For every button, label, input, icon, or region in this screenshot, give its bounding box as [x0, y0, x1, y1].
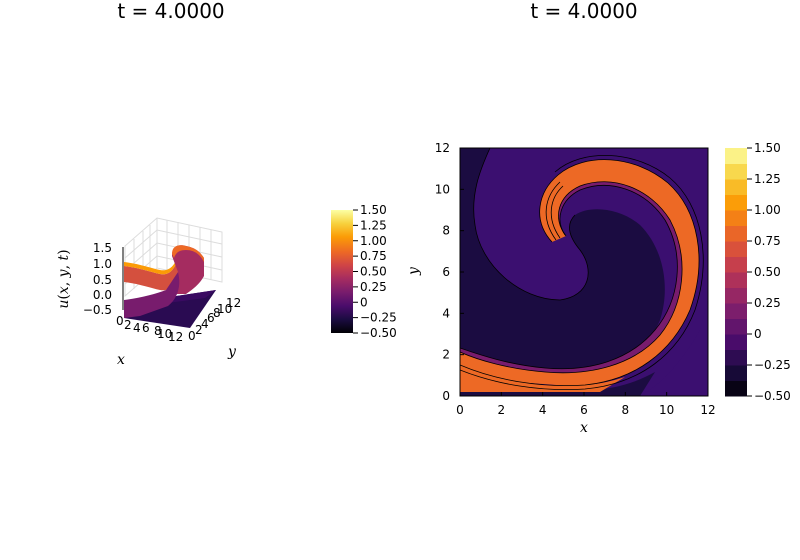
colorbar-tick-label: 1.50 — [360, 203, 387, 217]
surface-x-tick: 8 — [154, 324, 162, 338]
contour-lines — [460, 148, 704, 391]
x-tick-label: 2 — [498, 403, 506, 417]
surface-wall-ring-top — [172, 245, 204, 262]
surface-x-label: x — [117, 352, 125, 368]
y-tick-label: 8 — [442, 224, 450, 238]
surface-y-label: y — [227, 344, 237, 360]
colorbar-band — [725, 194, 747, 211]
surface-title: t = 4.0000 — [117, 0, 224, 23]
surface-x-tick: 12 — [168, 330, 183, 344]
surface-wall-side — [124, 272, 180, 318]
surface-panel: t = 4.0000 1.5 1.0 0.5 0.0 −0.5 u(x, y, … — [56, 0, 397, 368]
colorbar-band — [725, 256, 747, 273]
surface-y-tick: 8 — [213, 306, 221, 320]
colorbar-band — [725, 380, 747, 397]
contour-y-ticks: 0 2 4 6 8 10 12 — [435, 141, 464, 403]
contour-level-low — [460, 148, 665, 376]
surface-colorbar-ticks: 1.501.25 1.000.75 0.500.250 −0.25−0.50 — [353, 203, 397, 340]
surface-y-ticks: 0 2 4 6 8 10 12 — [188, 296, 241, 343]
y-tick-label: 6 — [442, 265, 450, 279]
contour-level-mid — [460, 167, 691, 378]
colorbar-band — [725, 241, 747, 257]
colorbar-band — [725, 318, 747, 335]
surface-z-tick: 1.0 — [93, 257, 112, 271]
contour-colorbar — [725, 148, 747, 397]
surface-x-ticks: 0 2 4 6 8 10 12 — [116, 314, 183, 344]
surface-z-tick: −0.5 — [83, 303, 112, 317]
colorbar-band — [725, 303, 747, 319]
colorbar-band — [725, 287, 747, 304]
surface-x-tick: 0 — [116, 314, 124, 328]
colorbar-tick-label: 0.25 — [360, 280, 387, 294]
colorbar-band — [725, 210, 747, 226]
colorbar-tick-label: 0.75 — [754, 234, 781, 248]
colorbar-tick-label: −0.25 — [360, 311, 397, 325]
colorbar-tick-label: 0.25 — [754, 296, 781, 310]
colorbar-band — [725, 272, 747, 288]
x-tick-label: 8 — [622, 403, 630, 417]
surface-y-tick: 12 — [226, 296, 241, 310]
colorbar-band — [725, 163, 747, 180]
surface-x-tick: 10 — [157, 327, 172, 341]
colorbar-band — [725, 365, 747, 381]
surface-y-tick: 6 — [207, 311, 215, 325]
colorbar-tick-label: 0.75 — [360, 249, 387, 263]
colorbar-tick-label: 0.50 — [754, 265, 781, 279]
contour-x-ticks: 0 2 4 6 8 10 12 — [456, 392, 716, 417]
colorbar-tick-label: 1.25 — [754, 172, 781, 186]
x-tick-label: 10 — [659, 403, 674, 417]
colorbar-tick-label: −0.50 — [754, 389, 791, 403]
colorbar-tick-label: −0.50 — [360, 326, 397, 340]
colorbar-tick-label: 0.50 — [360, 265, 387, 279]
surface-z-label: u(x, y, t) — [56, 249, 72, 308]
x-tick-label: 6 — [580, 403, 588, 417]
colorbar-tick-label: 0 — [360, 295, 368, 309]
surface-wall-top — [124, 254, 178, 275]
colorbar-tick-label: 1.00 — [360, 234, 387, 248]
surface-wall-front — [124, 256, 178, 291]
y-tick-label: 10 — [435, 182, 450, 196]
surface-z-tick: 1.5 — [93, 241, 112, 255]
contour-x-label: x — [580, 420, 588, 436]
x-tick-label: 0 — [456, 403, 464, 417]
y-tick-label: 12 — [435, 141, 450, 155]
surface-colorbar — [331, 210, 353, 333]
surface-y-tick: 0 — [188, 329, 196, 343]
colorbar-band — [725, 225, 747, 242]
contour-y-label: y — [406, 266, 422, 276]
surface-x-tick: 6 — [142, 321, 150, 335]
surface-y-tick: 10 — [217, 302, 232, 316]
contour-colorbar-ticks: 1.50 1.25 1.00 0.75 0.50 0.25 0 −0.25 −0.50 — [747, 141, 791, 403]
colorbar-tick-label: 1.00 — [754, 203, 781, 217]
y-tick-label: 0 — [442, 389, 450, 403]
contour-area — [460, 148, 708, 396]
colorbar-tick-label: 1.50 — [754, 141, 781, 155]
colorbar-band — [725, 334, 747, 350]
colorbar-tick-label: −0.25 — [754, 358, 791, 372]
contour-panel: t = 4.0000 0 2 4 6 8 10 — [406, 0, 791, 436]
contour-level-high — [460, 159, 699, 386]
surface-y-tick: 2 — [195, 323, 203, 337]
surface-z-tick: 0.0 — [93, 288, 112, 302]
x-tick-label: 12 — [700, 403, 715, 417]
surface-z-ticks: 1.5 1.0 0.5 0.0 −0.5 — [83, 241, 112, 317]
surface-y-tick: 4 — [201, 317, 209, 331]
colorbar-tick-label: 1.25 — [360, 218, 387, 232]
x-tick-label: 4 — [539, 403, 547, 417]
colorbar-tick-label: 0 — [754, 327, 762, 341]
colorbar-band — [725, 349, 747, 366]
surface-x-tick: 4 — [133, 321, 141, 335]
y-tick-label: 4 — [442, 306, 450, 320]
colorbar-band — [725, 179, 747, 195]
y-tick-label: 2 — [442, 348, 450, 362]
surface-wall-ring — [172, 245, 204, 294]
contour-title: t = 4.0000 — [530, 0, 637, 23]
surface-x-tick: 2 — [124, 318, 132, 332]
surface-z-tick: 0.5 — [93, 273, 112, 287]
colorbar-band — [725, 148, 747, 164]
